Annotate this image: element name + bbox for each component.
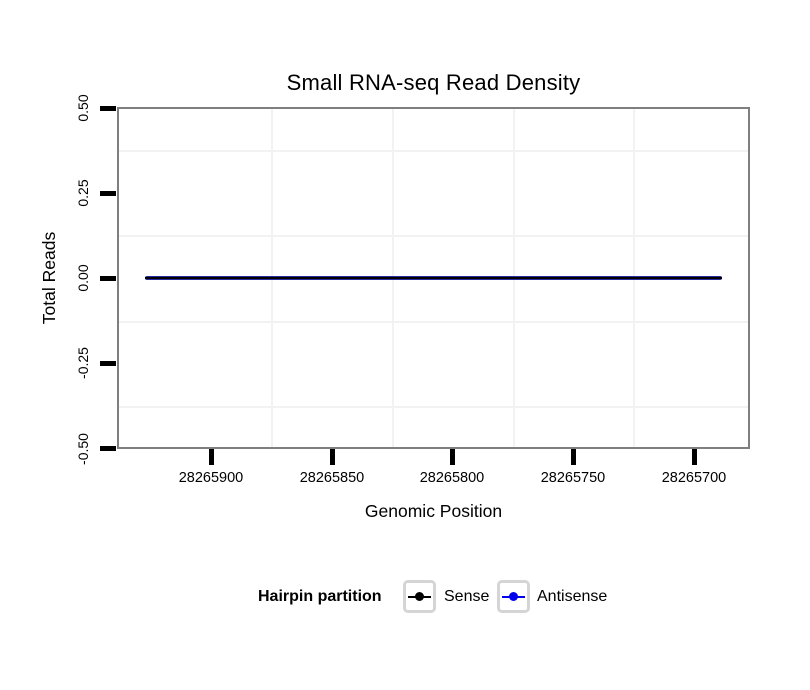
y-axis-tick xyxy=(100,106,116,111)
y-tick-label: 0.50 xyxy=(75,94,91,122)
minor-gridline-horizontal xyxy=(119,150,748,152)
x-tick-label: 28265700 xyxy=(661,470,727,486)
x-tick-label: 28265850 xyxy=(299,470,365,486)
y-axis-tick xyxy=(100,446,116,451)
x-axis-tick xyxy=(209,449,214,465)
legend-label-antisense: Antisense xyxy=(537,588,608,605)
chart-title: Small RNA-seq Read Density xyxy=(286,70,581,95)
y-tick-label: -0.50 xyxy=(75,433,91,465)
x-axis-tick xyxy=(330,449,335,465)
y-axis-tick xyxy=(100,361,116,366)
legend-point-icon xyxy=(509,592,518,601)
x-tick-label: 28265750 xyxy=(540,470,606,486)
y-axis-tick xyxy=(100,191,116,196)
minor-gridline-horizontal xyxy=(119,406,748,408)
x-axis-tick xyxy=(450,449,455,465)
x-axis-title: Genomic Position xyxy=(364,501,503,521)
legend-point-icon xyxy=(415,592,424,601)
legend-label-sense: Sense xyxy=(444,588,490,605)
y-axis-tick xyxy=(100,276,116,281)
minor-gridline-horizontal xyxy=(119,321,748,323)
legend-title: Hairpin partition xyxy=(258,588,382,605)
y-tick-label: -0.25 xyxy=(75,347,91,379)
x-axis-tick xyxy=(692,449,697,465)
y-axis-title: Total Reads xyxy=(39,231,59,325)
x-axis-tick xyxy=(571,449,576,465)
y-tick-label: 0.00 xyxy=(75,264,91,292)
x-tick-label: 28265800 xyxy=(419,470,485,486)
series-line-sense xyxy=(145,277,722,279)
y-tick-label: 0.25 xyxy=(75,179,91,207)
legend-key-sense xyxy=(403,580,436,613)
legend-key-antisense xyxy=(497,580,530,613)
minor-gridline-horizontal xyxy=(119,235,748,237)
x-tick-label: 28265900 xyxy=(178,470,244,486)
